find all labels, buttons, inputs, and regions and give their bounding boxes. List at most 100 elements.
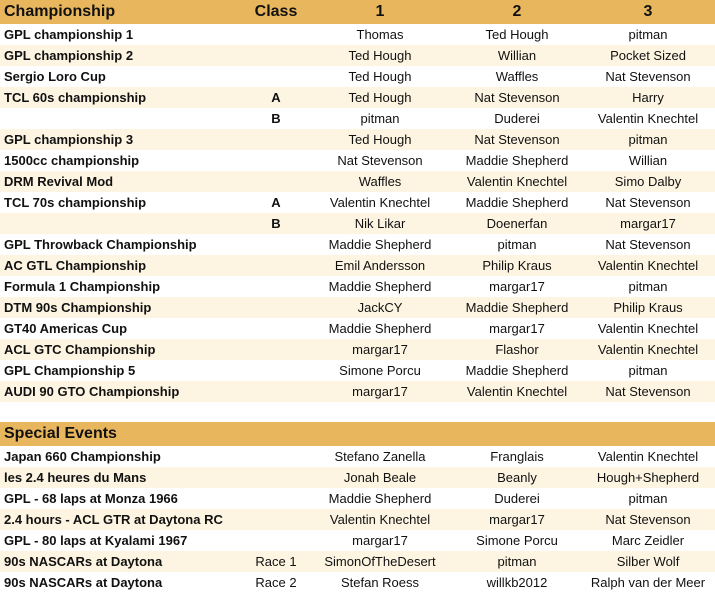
championship-name: GPL - 68 laps at Monza 1966 [4, 491, 178, 506]
place-2: Flashor [453, 339, 581, 360]
championship-name: 1500cc championship [4, 153, 140, 168]
table-row: GPL Championship 5 Simone Porcu Maddie She… [0, 360, 715, 381]
championship-name: DRM Revival Mod [0, 171, 245, 192]
class-cell [245, 488, 307, 509]
championship-name: Formula 1 Championship [4, 279, 161, 294]
class-cell: Race 1 [245, 551, 307, 572]
place-3: Simo Dalby [581, 171, 715, 192]
table-row: Sergio Loro Cup Ted Hough Waffles Nat Steve… [0, 66, 715, 87]
table-row: Japan 660 Championship Stefano Zanella Fra… [0, 446, 715, 467]
table-row: les 2.4 heures du Mans Jonah Beale Beanly H… [0, 467, 715, 488]
class-cell [245, 150, 307, 171]
place-2: Maddie Shepherd [465, 153, 569, 168]
class-cell: A [271, 195, 281, 210]
table-row: TCL 70s championship A Valentin Knechtel Ma… [0, 192, 715, 213]
table-row: ACL GTC Championship margar17 Flashor Valen… [0, 339, 715, 360]
place-3: pitman [581, 129, 715, 150]
place-3: Nat Stevenson [605, 195, 691, 210]
place-2: Franglais [490, 449, 544, 464]
place-2: margar17 [453, 509, 581, 530]
championship-name [0, 108, 245, 129]
table-row: GPL Throwback Championship Maddie Shepher… [0, 234, 715, 255]
place-1: Ted Hough [348, 69, 412, 84]
class-cell [245, 381, 307, 402]
class-cell [245, 318, 307, 339]
place-2: Valentin Knechtel [453, 171, 581, 192]
championship-name: TCL 60s championship [0, 87, 245, 108]
spacer-row [0, 402, 715, 422]
header-championship: Championship [0, 0, 245, 24]
place-1: margar17 [352, 533, 408, 548]
class-cell [245, 297, 307, 318]
championship-name: GT40 Americas Cup [4, 321, 128, 336]
championship-name: 2.4 hours - ACL GTR at Daytona RC [0, 509, 245, 530]
special-events-title: Special Events [0, 422, 245, 446]
place-2: Maddie Shepherd [465, 195, 569, 210]
place-2: Valentin Knechtel [453, 381, 581, 402]
championship-name: Japan 660 Championship [4, 449, 161, 464]
place-2: Duderei [494, 491, 540, 506]
place-2: Willian [453, 45, 581, 66]
place-2: margar17 [489, 279, 545, 294]
class-cell [245, 45, 307, 66]
place-1: margar17 [307, 339, 453, 360]
special-event-rows: Japan 660 Championship Stefano Zanella Fra… [0, 446, 715, 593]
table-row: DTM 90s Championship JackCY Maddie Shepher… [0, 297, 715, 318]
place-2: margar17 [489, 321, 545, 336]
place-3: Valentin Knechtel [597, 449, 699, 464]
table-row: AC GTL Championship Emil Andersson Philip … [0, 255, 715, 276]
place-1: Nik Likar [307, 213, 453, 234]
championship-name: 90s NASCARs at Daytona [0, 551, 245, 572]
place-2: Duderei [494, 111, 540, 126]
place-1: Valentin Knechtel [329, 195, 431, 210]
class-cell [245, 530, 307, 551]
place-1: SimonOfTheDesert [307, 551, 453, 572]
table-row: AUDI 90 GTO Championship margar17 Valentin… [0, 381, 715, 402]
table-row: GPL - 68 laps at Monza 1966 Maddie Shephe… [0, 488, 715, 509]
header-row: Championship Class 1 2 3 [0, 0, 715, 24]
class-cell [245, 129, 307, 150]
place-1: Maddie Shepherd [328, 279, 432, 294]
place-1: pitman [360, 111, 400, 126]
table-row: GT40 Americas Cup Maddie Shepherd margar17… [0, 318, 715, 339]
class-cell: Race 2 [255, 575, 297, 590]
place-1: Emil Andersson [307, 255, 453, 276]
header-place-2: 2 [453, 0, 581, 24]
place-3: Silber Wolf [581, 551, 715, 572]
class-cell [245, 255, 307, 276]
championship-name: 90s NASCARs at Daytona [4, 575, 163, 590]
place-2: Waffles [495, 69, 539, 84]
table-row: GPL championship 3 Ted Hough Nat Stevenson… [0, 129, 715, 150]
championship-name: GPL - 80 laps at Kyalami 1967 [4, 533, 188, 548]
place-1: Waffles [307, 171, 453, 192]
place-3: Hough+Shepherd [581, 467, 715, 488]
place-3: Nat Stevenson [581, 509, 715, 530]
championship-name: GPL Championship 5 [4, 363, 136, 378]
place-3: Willian [628, 153, 668, 168]
championship-name: TCL 70s championship [4, 195, 147, 210]
class-cell [245, 234, 307, 255]
place-3: Pocket Sized [581, 45, 715, 66]
championship-name: GPL championship 3 [0, 129, 245, 150]
place-3: Nat Stevenson [605, 69, 691, 84]
class-cell [245, 360, 307, 381]
place-2: Nat Stevenson [453, 87, 581, 108]
place-2: Nat Stevenson [453, 129, 581, 150]
table-row: 90s NASCARs at Daytona Race 1 SimonOfTheDe… [0, 551, 715, 572]
place-2: pitman [453, 551, 581, 572]
place-1: Ted Hough [307, 87, 453, 108]
place-1: Jonah Beale [307, 467, 453, 488]
place-3: Nat Stevenson [581, 381, 715, 402]
place-1: Thomas [356, 27, 404, 42]
table-row: GPL championship 1 Thomas Ted Hough pitman [0, 24, 715, 45]
place-3: Valentin Knechtel [581, 255, 715, 276]
place-3: pitman [628, 27, 668, 42]
place-1: Valentin Knechtel [307, 509, 453, 530]
class-cell [245, 24, 307, 45]
championship-rows: GPL championship 1 Thomas Ted Hough pitman G… [0, 24, 715, 402]
place-1: Maddie Shepherd [328, 491, 432, 506]
table-row: B Nik Likar Doenerfan margar17 [0, 213, 715, 234]
championship-name: GPL Throwback Championship [4, 237, 197, 252]
place-3: Nat Stevenson [605, 237, 691, 252]
